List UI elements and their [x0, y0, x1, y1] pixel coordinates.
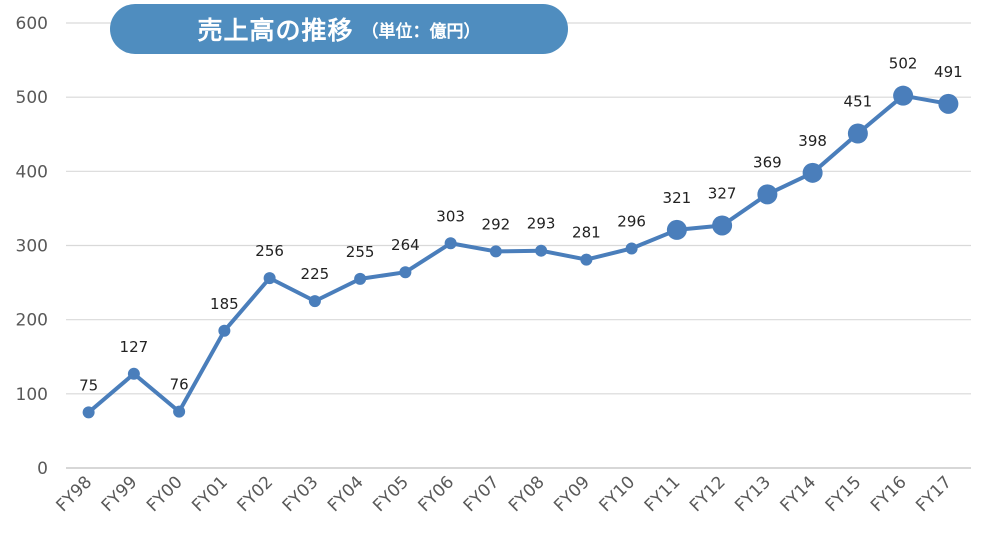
x-tick-label: FY00: [143, 472, 187, 516]
data-point: [625, 242, 638, 255]
data-label: 76: [170, 376, 189, 394]
y-tick-label: 500: [16, 88, 48, 108]
data-point: [489, 245, 502, 258]
data-point: [580, 253, 593, 266]
data-label: 303: [436, 207, 465, 225]
data-point: [173, 405, 186, 418]
data-label: 225: [301, 265, 330, 283]
data-point: [218, 324, 231, 337]
data-label: 256: [255, 242, 284, 260]
data-point: [847, 123, 868, 144]
x-tick-label: FY09: [550, 472, 594, 516]
data-label: 75: [79, 376, 98, 394]
gridlines: [66, 22, 971, 469]
x-tick-label: FY15: [822, 472, 866, 516]
data-label: 293: [527, 215, 556, 233]
x-tick-label: FY99: [98, 472, 142, 516]
data-point: [712, 215, 733, 236]
x-tick-label: FY06: [414, 472, 458, 516]
y-tick-label: 400: [16, 162, 48, 182]
data-label: 398: [798, 132, 827, 150]
y-tick-label: 300: [16, 237, 48, 257]
chart-title-banner: 売上高の推移 （単位：億円）: [110, 4, 568, 54]
x-tick-label: FY02: [233, 472, 277, 516]
data-label: 321: [663, 189, 692, 207]
x-tick-label: FY17: [912, 472, 956, 516]
data-point: [399, 266, 412, 279]
series-sales: [82, 85, 959, 419]
y-axis-ticks: 0 100 200 300 400 500 600: [16, 14, 48, 479]
x-tick-label: FY01: [188, 472, 232, 516]
data-point: [308, 295, 321, 308]
data-point: [444, 237, 457, 250]
data-label: 502: [889, 55, 918, 73]
y-tick-label: 100: [16, 385, 48, 405]
x-tick-label: FY04: [324, 472, 368, 516]
data-label: 255: [346, 243, 375, 261]
data-label: 281: [572, 224, 601, 242]
x-tick-label: FY98: [52, 472, 96, 516]
data-label: 491: [934, 63, 963, 81]
data-point: [802, 162, 823, 183]
x-tick-label: FY16: [867, 472, 911, 516]
data-point: [893, 85, 914, 106]
y-tick-label: 600: [16, 14, 48, 34]
data-label: 127: [120, 338, 149, 356]
x-tick-label: FY14: [776, 472, 820, 516]
data-point: [82, 406, 95, 419]
x-tick-label: FY10: [595, 472, 639, 516]
data-label: 369: [753, 153, 782, 171]
x-tick-label: FY13: [731, 472, 775, 516]
data-label: 292: [482, 215, 511, 233]
data-point: [127, 367, 140, 380]
data-label: 327: [708, 184, 737, 202]
data-point: [757, 184, 778, 205]
data-point: [666, 219, 687, 240]
x-tick-label: FY08: [505, 472, 549, 516]
data-point: [535, 244, 548, 257]
data-point: [938, 93, 959, 114]
data-label: 185: [210, 295, 239, 313]
x-tick-label: FY07: [460, 472, 504, 516]
y-tick-label: 200: [16, 311, 48, 331]
data-label: 296: [617, 212, 646, 230]
x-tick-label: FY05: [369, 472, 413, 516]
data-labels: 75 127 76 185 256 225 255 264 303 292 293 281 296 321…: [79, 55, 963, 395]
data-point: [263, 272, 276, 285]
x-tick-label: FY03: [279, 472, 323, 516]
chart-subtitle: （単位：億円）: [361, 21, 481, 42]
x-axis-ticks: FY98 FY99 FY00 FY01 FY02 FY03 FY04 FY05 FY06 FY07…: [52, 472, 955, 516]
data-point: [354, 272, 367, 285]
data-label: 264: [391, 236, 420, 254]
chart-title: 売上高の推移: [197, 16, 354, 45]
x-tick-label: FY12: [686, 472, 730, 516]
data-label: 451: [844, 93, 873, 111]
x-tick-label: FY11: [641, 472, 685, 516]
y-tick-label: 0: [37, 459, 48, 479]
